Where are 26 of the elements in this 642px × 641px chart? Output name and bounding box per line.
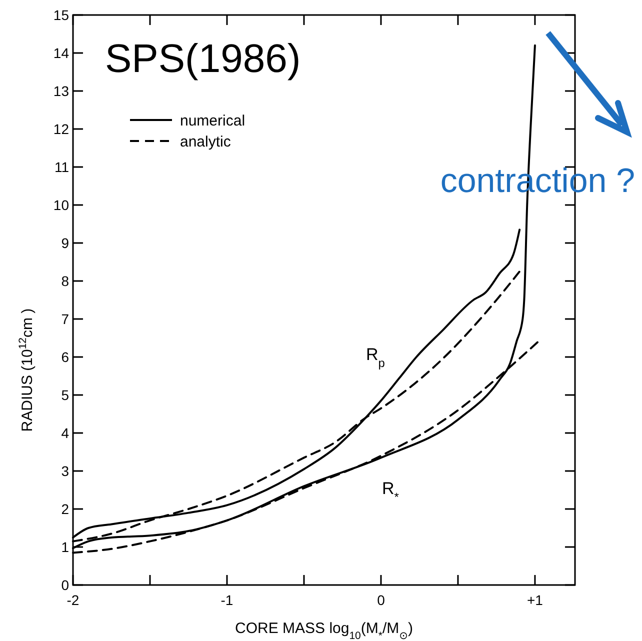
y-tick-label: 7 — [61, 310, 70, 327]
y-tick-label: 4 — [61, 424, 70, 441]
x-axis-title: CORE MASS log$_{10}$(M$_{*}$/M$_{⊙}$) — [235, 620, 413, 641]
y-tick-label: 11 — [54, 158, 70, 175]
text: SPS(1986) — [105, 37, 301, 81]
y-tick-label: 0 — [61, 576, 70, 593]
x-tick-label: -1 — [220, 592, 234, 608]
legend-label: numerical — [180, 112, 246, 130]
y-tick-label: 3 — [61, 462, 70, 479]
y-tick-label: 8 — [61, 272, 70, 289]
y-tick-label: 5 — [61, 386, 70, 403]
annotation: R$_{p}$ — [366, 345, 386, 370]
legend-label: analytic — [180, 133, 232, 150]
x-tick-label: +1 — [526, 592, 544, 608]
annotation: R$_{*}$ — [382, 479, 400, 504]
y-tick-label: 6 — [61, 348, 70, 365]
y-tick-label: 15 — [53, 6, 70, 23]
y-tick-label: 9 — [61, 234, 70, 251]
y-tick-label: 2 — [61, 500, 70, 517]
y-tick-label: 10 — [53, 196, 70, 213]
x-tick-label: -2 — [66, 592, 80, 608]
x-tick-label: 0 — [377, 592, 386, 608]
y-tick-label: 14 — [53, 44, 70, 61]
y-tick-label: 1 — [61, 538, 70, 555]
y-tick-label: 13 — [53, 82, 70, 99]
y-tick-label: 12 — [53, 120, 70, 137]
